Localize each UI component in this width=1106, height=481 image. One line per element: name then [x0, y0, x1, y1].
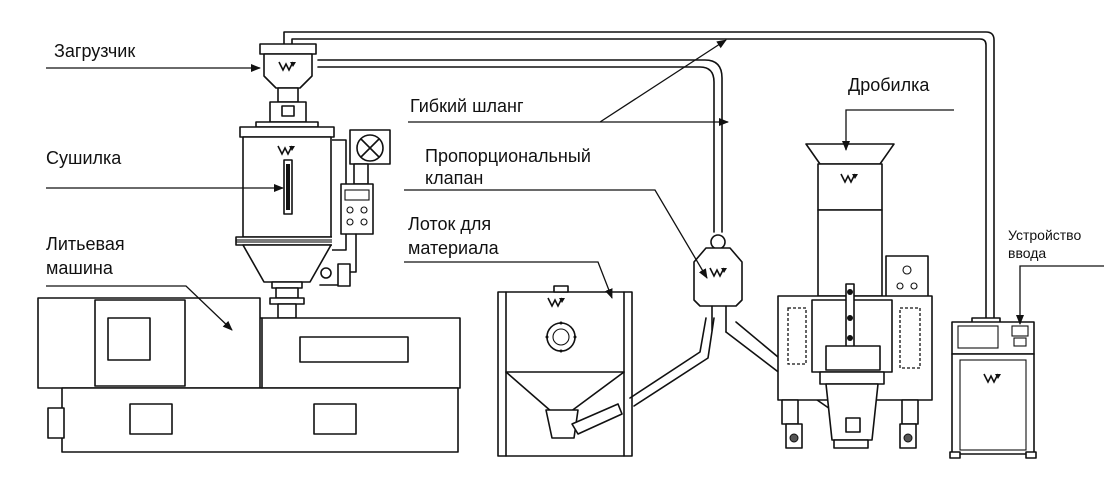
leader-lines — [46, 39, 1104, 331]
label-molding-machine-1: Литьевая — [46, 234, 125, 254]
dryer-unit — [235, 126, 391, 319]
label-material-tray-1: Лоток для — [408, 214, 491, 234]
crusher-unit — [777, 143, 933, 449]
input-device — [949, 317, 1037, 459]
conveying-pipes — [283, 31, 995, 319]
label-crusher: Дробилка — [848, 75, 930, 95]
label-loader: Загрузчик — [54, 41, 135, 61]
label-material-tray-2: материала — [408, 238, 500, 258]
label-dryer: Сушилка — [46, 148, 122, 168]
label-molding-machine-2: машина — [46, 258, 114, 278]
label-flexible-hose: Гибкий шланг — [410, 96, 524, 116]
label-proportional-valve-2: клапан — [425, 168, 483, 188]
label-input-device-1: Устройство — [1008, 227, 1081, 243]
label-input-device-2: ввода — [1008, 245, 1046, 261]
label-proportional-valve-1: Пропорциональный — [425, 146, 591, 166]
loader-unit — [255, 43, 319, 128]
injection-molding-machine — [37, 297, 461, 453]
material-tray — [497, 285, 715, 457]
